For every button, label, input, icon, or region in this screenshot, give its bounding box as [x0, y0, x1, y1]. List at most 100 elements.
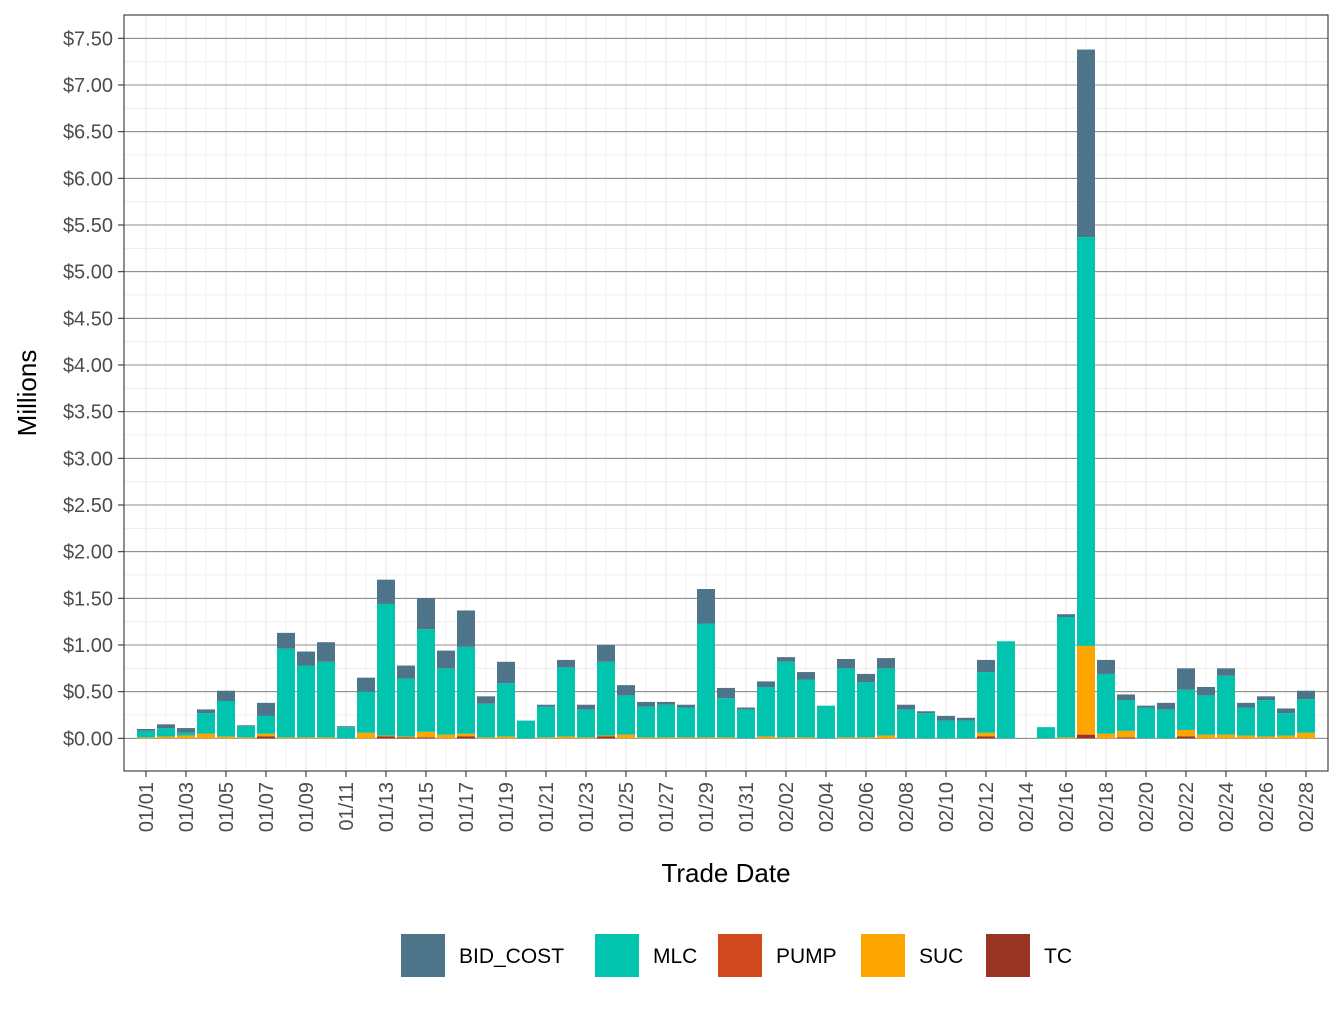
bar-segment-mlc — [197, 713, 215, 734]
bar-segment-mlc — [397, 678, 415, 737]
legend-label: TC — [1044, 945, 1072, 968]
bar-segment-mlc — [937, 720, 955, 739]
bar-segment-bid-cost — [297, 651, 315, 666]
bar-segment-bid-cost — [1297, 690, 1315, 700]
bar-segment-bid-cost — [797, 672, 815, 680]
bar-segment-suc — [237, 737, 255, 739]
bar-segment-tc — [977, 736, 995, 739]
bar-segment-suc — [837, 737, 855, 739]
bar-segment-mlc — [1077, 237, 1095, 646]
y-tick-label: $2.00 — [63, 542, 113, 564]
bar-segment-mlc — [1237, 707, 1255, 736]
bar-segment-bid-cost — [897, 704, 915, 710]
bar-segment-bid-cost — [637, 701, 655, 707]
bar-segment-bid-cost — [237, 725, 255, 727]
x-tick-label: 02/16 — [1056, 782, 1078, 832]
bar-segment-bid-cost — [1177, 668, 1195, 690]
bar-segment-bid-cost — [1237, 702, 1255, 708]
y-tick-label: $0.50 — [63, 682, 113, 704]
bar-segment-mlc — [877, 668, 895, 736]
bar-segment-suc — [497, 736, 515, 739]
bar-segment-bid-cost — [977, 659, 995, 673]
bar-segment-mlc — [977, 672, 995, 733]
bar-segment-suc — [657, 737, 675, 739]
legend-key-pump — [718, 934, 762, 977]
bar-segment-suc — [157, 736, 175, 739]
bar-segment-suc — [377, 735, 395, 737]
bar-segment-bid-cost — [677, 704, 695, 708]
bar-segment-mlc — [497, 683, 515, 737]
bars — [137, 49, 1315, 739]
bar-segment-mlc — [617, 695, 635, 735]
bar-segment-mlc — [1197, 695, 1215, 735]
bar-segment-bid-cost — [717, 687, 735, 699]
bar-segment-suc — [557, 736, 575, 739]
bar-segment-mlc — [837, 668, 855, 738]
bar-segment-suc — [1217, 734, 1235, 739]
bar-segment-suc — [297, 737, 315, 739]
x-tick-label: 01/05 — [216, 782, 238, 832]
y-tick-label: $3.00 — [63, 448, 113, 470]
bar-segment-bid-cost — [497, 661, 515, 684]
x-tick-label: 02/20 — [1136, 782, 1158, 832]
bar-segment-bid-cost — [757, 681, 775, 687]
bar-segment-suc — [717, 737, 735, 739]
bar-segment-suc — [437, 734, 455, 739]
bar-segment-suc — [177, 735, 195, 739]
bar-segment-mlc — [1037, 727, 1055, 739]
bar-segment-mlc — [457, 646, 475, 734]
bar-segment-mlc — [1097, 673, 1115, 734]
bar-segment-bid-cost — [1277, 708, 1295, 714]
bar-segment-bid-cost — [1217, 668, 1235, 676]
bar-segment-suc — [1257, 736, 1275, 739]
bar-segment-mlc — [1177, 689, 1195, 730]
bar-segment-suc — [137, 737, 155, 739]
bar-segment-suc — [577, 737, 595, 739]
bar-segment-bid-cost — [777, 657, 795, 662]
y-tick-label: $7.00 — [63, 75, 113, 97]
bar-segment-bid-cost — [257, 702, 275, 716]
x-tick-label: 01/29 — [696, 782, 718, 832]
bar-segment-mlc — [597, 661, 615, 736]
x-tick-label: 01/15 — [416, 782, 438, 832]
bar-segment-mlc — [857, 682, 875, 738]
bar-segment-mlc — [1117, 700, 1135, 731]
y-tick-label: $3.50 — [63, 402, 113, 424]
y-tick-label: $6.00 — [63, 168, 113, 190]
bar-segment-bid-cost — [1257, 696, 1275, 701]
bar-segment-bid-cost — [597, 645, 615, 662]
y-tick-label: $7.50 — [63, 28, 113, 50]
bar-segment-mlc — [717, 698, 735, 738]
bar-segment-bid-cost — [537, 704, 555, 707]
bar-segment-mlc — [1297, 699, 1315, 733]
bar-segment-suc — [857, 737, 875, 739]
x-tick-label: 02/24 — [1216, 782, 1238, 832]
bar-segment-suc — [697, 737, 715, 739]
x-tick-label: 01/31 — [736, 782, 758, 832]
bar-segment-suc — [217, 736, 235, 739]
bar-segment-mlc — [957, 720, 975, 739]
legend-key-mlc — [595, 934, 639, 977]
bar-segment-mlc — [157, 728, 175, 737]
x-tick-label: 01/23 — [576, 782, 598, 832]
x-tick-label: 02/06 — [856, 782, 878, 832]
bar-segment-suc — [637, 737, 655, 739]
bar-segment-bid-cost — [557, 659, 575, 668]
bar-segment-suc — [197, 733, 215, 739]
bar-segment-suc — [597, 735, 615, 737]
bar-segment-mlc — [757, 687, 775, 737]
x-tick-label: 01/03 — [176, 782, 198, 832]
bar-segment-mlc — [297, 665, 315, 738]
x-tick-label: 02/04 — [816, 782, 838, 832]
x-tick-label: 01/17 — [456, 782, 478, 832]
bar-segment-mlc — [337, 727, 355, 739]
x-tick-label: 01/13 — [376, 782, 398, 832]
bar-segment-suc — [537, 737, 555, 739]
x-tick-label: 01/09 — [296, 782, 318, 832]
bar-segment-suc — [277, 737, 295, 739]
bar-segment-mlc — [1057, 617, 1075, 738]
bar-segment-bid-cost — [317, 642, 335, 662]
bar-segment-suc — [757, 736, 775, 739]
